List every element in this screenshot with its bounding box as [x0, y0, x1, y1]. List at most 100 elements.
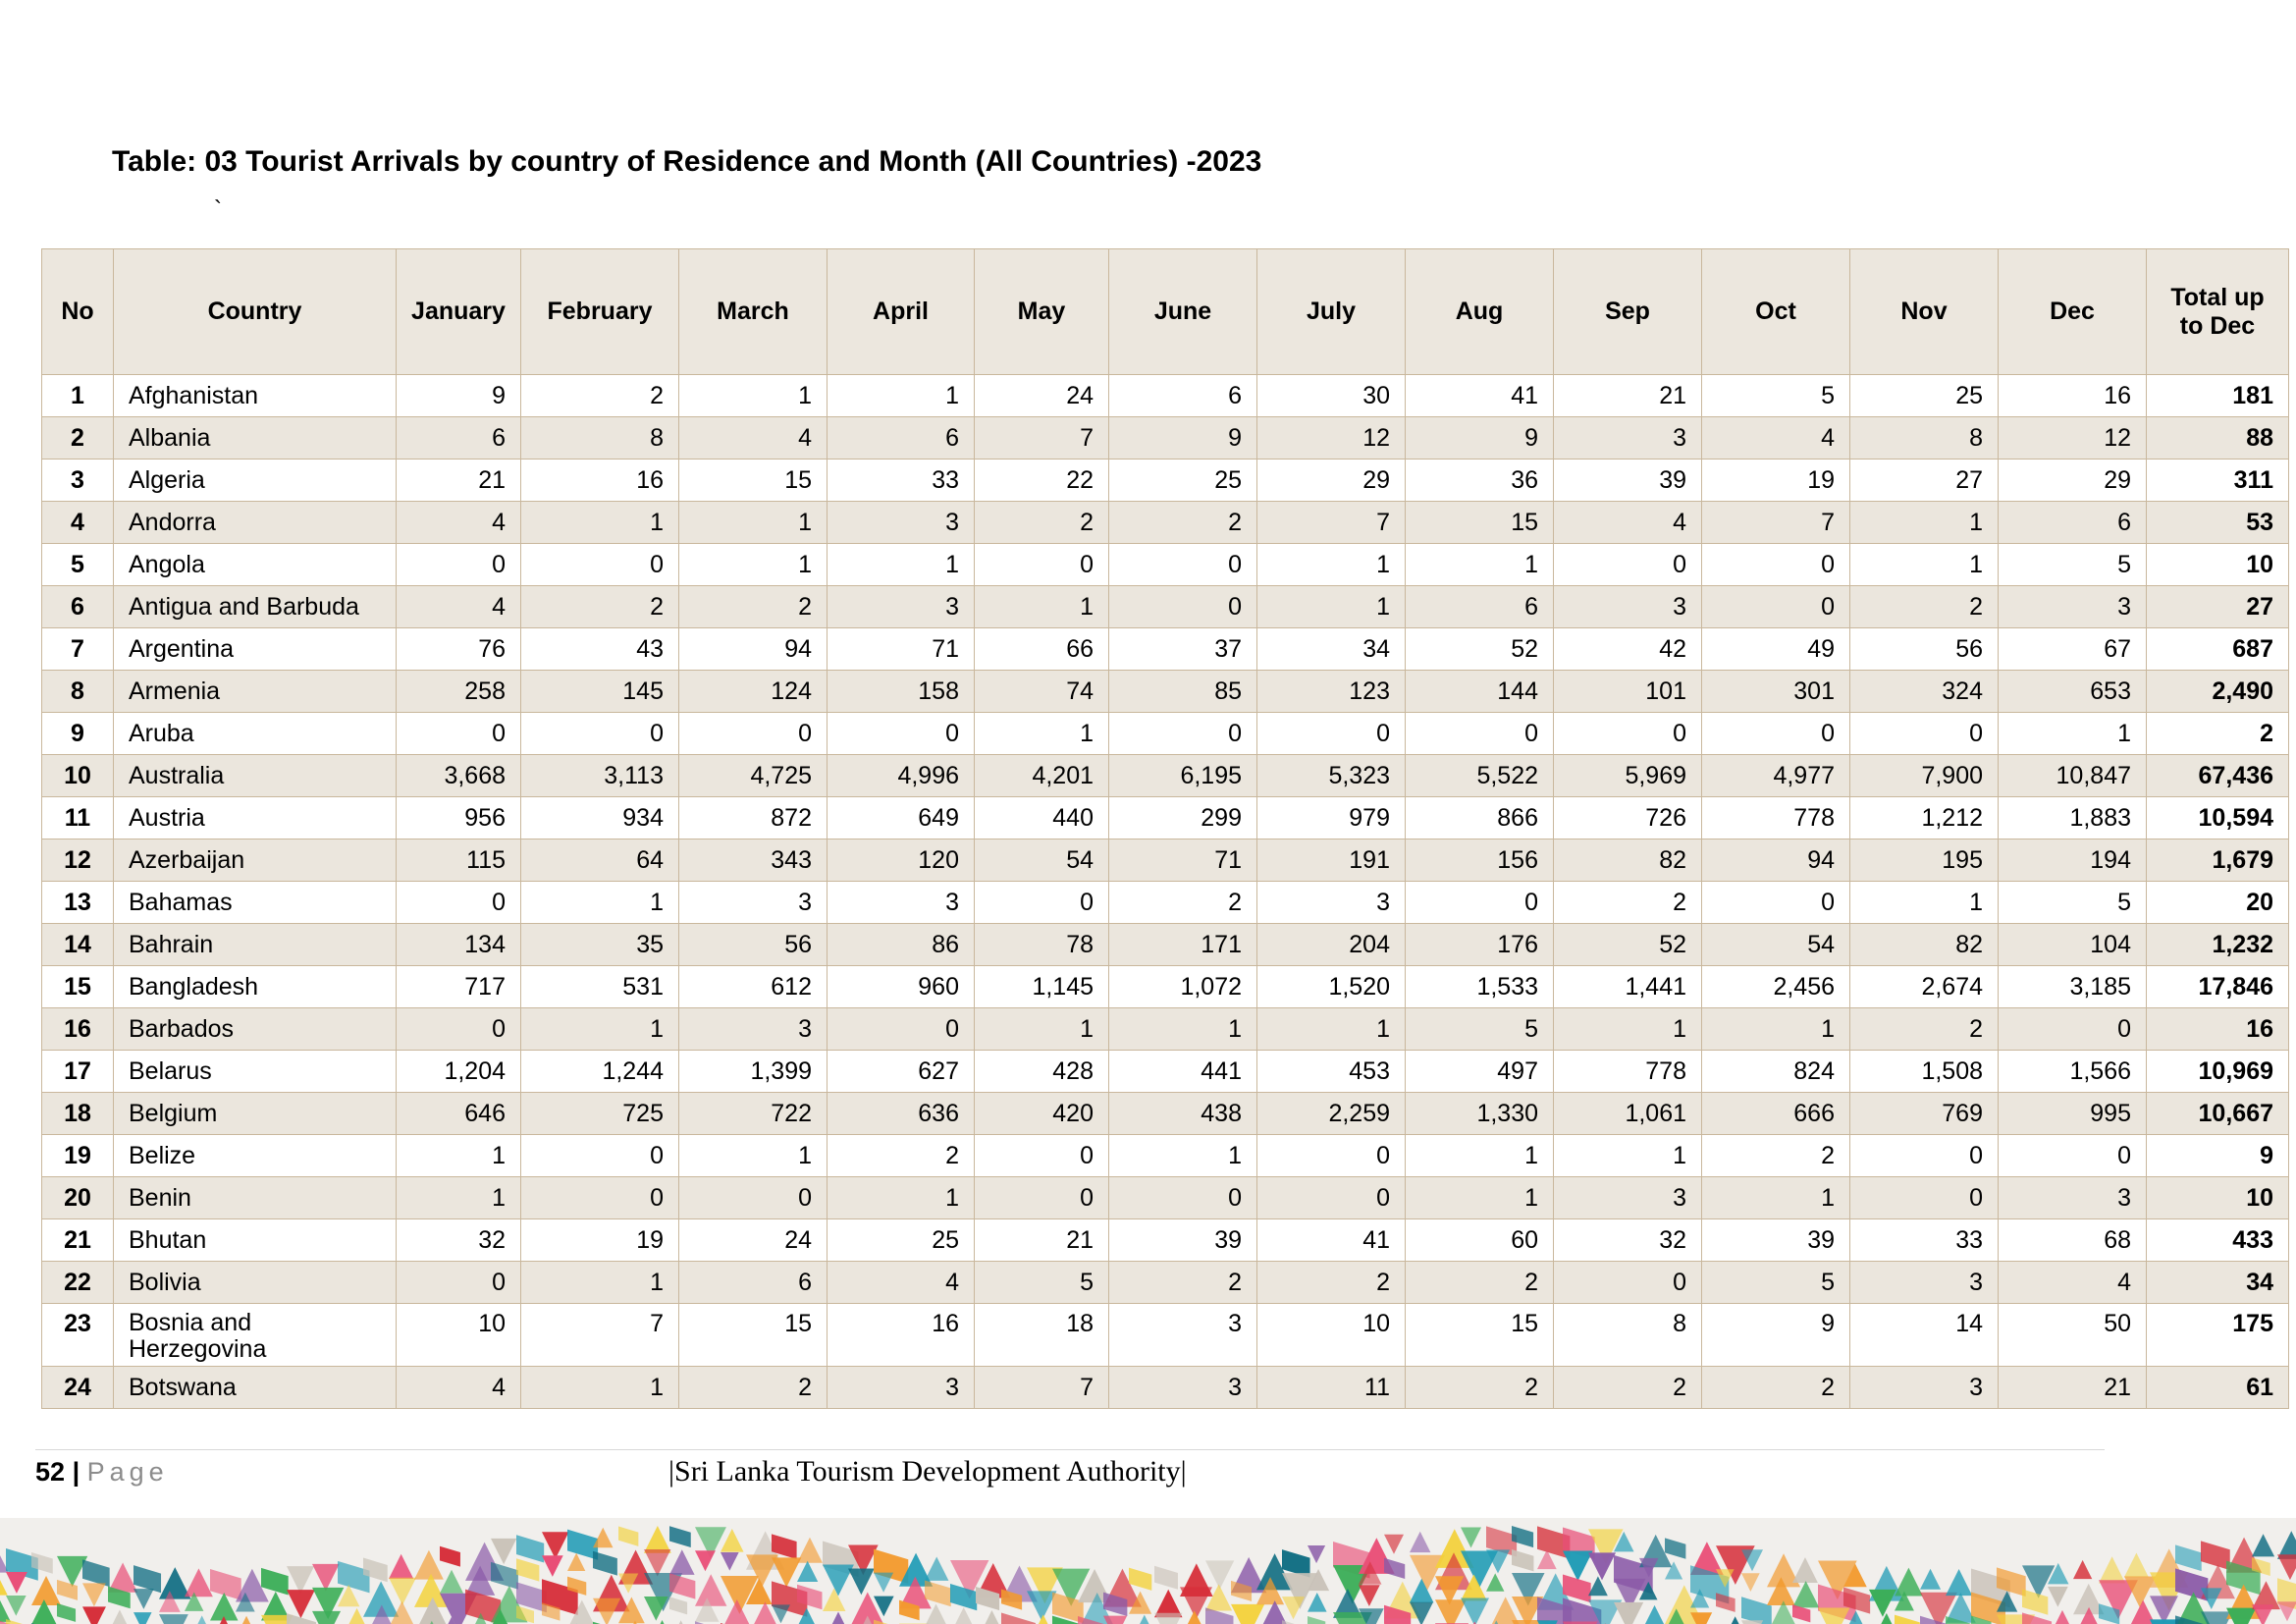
month-value: 0: [520, 712, 679, 755]
header-total: Total up to Dec: [2146, 248, 2289, 375]
month-value: 12: [1256, 416, 1406, 460]
header-total-line2: to Dec: [2179, 311, 2256, 340]
month-value: 0: [974, 543, 1109, 586]
month-value: 0: [1256, 1134, 1406, 1177]
month-value: 22: [974, 459, 1109, 502]
month-value: 2,259: [1256, 1092, 1406, 1135]
month-value: 156: [1405, 839, 1554, 882]
month-value: 1: [974, 1007, 1109, 1051]
month-value: 10: [396, 1303, 521, 1367]
row-total: 2,490: [2146, 670, 2289, 713]
month-value: 1: [1553, 1134, 1702, 1177]
table-row: 6 Antigua and Barbuda 4 2 2 3 1 0 1 6 3 0 2 3 27: [41, 585, 2289, 628]
month-value: 0: [827, 1007, 975, 1051]
month-value: 171: [1108, 923, 1257, 966]
row-total: 17,846: [2146, 965, 2289, 1008]
month-value: 440: [974, 796, 1109, 839]
month-value: 2: [1405, 1261, 1554, 1304]
month-value: 74: [974, 670, 1109, 713]
month-value: 16: [827, 1303, 975, 1367]
country-name: Algeria: [113, 459, 397, 502]
month-value: 3: [827, 501, 975, 544]
month-value: 32: [1553, 1218, 1702, 1262]
month-value: 33: [827, 459, 975, 502]
month-value: 14: [1849, 1303, 1999, 1367]
header-month: Dec: [1998, 248, 2147, 375]
month-value: 1,330: [1405, 1092, 1554, 1135]
row-total: 10: [2146, 1176, 2289, 1219]
country-name: Belgium: [113, 1092, 397, 1135]
row-number: 10: [41, 754, 114, 797]
month-value: 612: [678, 965, 828, 1008]
country-name: Angola: [113, 543, 397, 586]
month-value: 21: [1553, 374, 1702, 417]
month-value: 2: [1108, 881, 1257, 924]
header-month: July: [1256, 248, 1406, 375]
row-total: 27: [2146, 585, 2289, 628]
month-value: 67: [1998, 627, 2147, 671]
month-value: 0: [678, 712, 828, 755]
month-value: 71: [1108, 839, 1257, 882]
month-value: 6: [396, 416, 521, 460]
month-value: 9: [1701, 1303, 1850, 1367]
month-value: 21: [396, 459, 521, 502]
table-row: 8 Armenia 258 145 124 158 74 85 123 144 101 301 324 6…: [41, 670, 2289, 713]
row-total: 10,594: [2146, 796, 2289, 839]
month-value: 3: [1553, 1176, 1702, 1219]
month-value: 9: [1405, 416, 1554, 460]
month-value: 1: [974, 585, 1109, 628]
month-value: 995: [1998, 1092, 2147, 1135]
month-value: 56: [678, 923, 828, 966]
row-total: 9: [2146, 1134, 2289, 1177]
month-value: 10: [1256, 1303, 1406, 1367]
table-row: 21 Bhutan 32 19 24 25 21 39 41 60 32 39 33 68 433: [41, 1218, 2289, 1262]
month-value: 0: [396, 543, 521, 586]
month-value: 1: [1405, 1134, 1554, 1177]
month-value: 258: [396, 670, 521, 713]
row-number: 12: [41, 839, 114, 882]
month-value: 27: [1849, 459, 1999, 502]
month-value: 646: [396, 1092, 521, 1135]
row-total: 181: [2146, 374, 2289, 417]
month-value: 1: [678, 501, 828, 544]
row-number: 14: [41, 923, 114, 966]
row-total: 10,969: [2146, 1050, 2289, 1093]
month-value: 115: [396, 839, 521, 882]
month-value: 627: [827, 1050, 975, 1093]
month-value: 4,201: [974, 754, 1109, 797]
month-value: 49: [1701, 627, 1850, 671]
header-month: May: [974, 248, 1109, 375]
month-value: 123: [1256, 670, 1406, 713]
month-value: 1,061: [1553, 1092, 1702, 1135]
month-value: 8: [520, 416, 679, 460]
month-value: 6: [1108, 374, 1257, 417]
country-name: Barbados: [113, 1007, 397, 1051]
row-total: 34: [2146, 1261, 2289, 1304]
month-value: 1: [678, 1134, 828, 1177]
month-value: 299: [1108, 796, 1257, 839]
month-value: 0: [396, 712, 521, 755]
month-value: 2: [1849, 585, 1999, 628]
month-value: 2: [1849, 1007, 1999, 1051]
month-value: 824: [1701, 1050, 1850, 1093]
page-word: Page: [86, 1457, 169, 1487]
month-value: 145: [520, 670, 679, 713]
row-total: 311: [2146, 459, 2289, 502]
month-value: 25: [1849, 374, 1999, 417]
month-value: 42: [1553, 627, 1702, 671]
month-value: 37: [1108, 627, 1257, 671]
row-total: 1,232: [2146, 923, 2289, 966]
country-name: Afghanistan: [113, 374, 397, 417]
month-value: 1: [678, 374, 828, 417]
month-value: 7: [1256, 501, 1406, 544]
month-value: 24: [678, 1218, 828, 1262]
month-value: 636: [827, 1092, 975, 1135]
month-value: 6: [1405, 585, 1554, 628]
month-value: 1: [827, 374, 975, 417]
month-value: 39: [1553, 459, 1702, 502]
header-total-line1: Total up: [2170, 283, 2265, 311]
country-name: Bahamas: [113, 881, 397, 924]
table-row: 14 Bahrain 134 35 56 86 78 171 204 176 52 54 82 104 1,…: [41, 923, 2289, 966]
country-name: Benin: [113, 1176, 397, 1219]
month-value: 0: [678, 1176, 828, 1219]
